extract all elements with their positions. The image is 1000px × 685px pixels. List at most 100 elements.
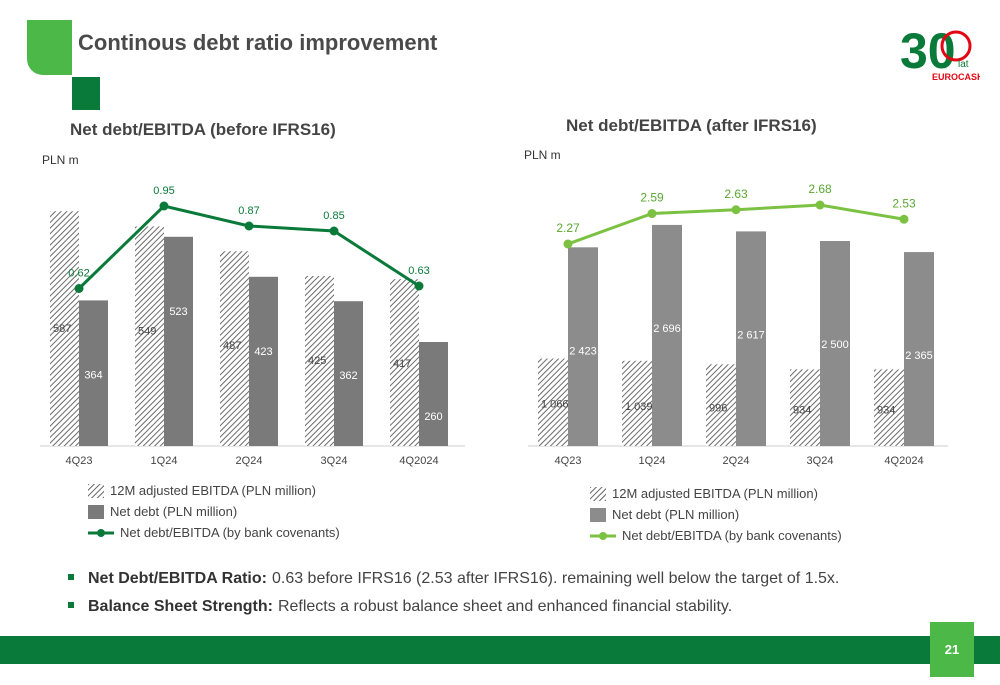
net-debt-bar-label: 2 423: [569, 345, 597, 357]
ebitda-bar: [50, 211, 79, 446]
ebitda-bar: [790, 369, 820, 446]
logo-ring: [940, 30, 972, 62]
ratio-label: 0.63: [408, 265, 429, 277]
x-tick-label: 4Q23: [66, 455, 93, 467]
logo-number: 30: [900, 23, 956, 79]
net-debt-bar: [736, 231, 766, 446]
ratio-point: [159, 201, 169, 211]
net-debt-bar-label: 2 500: [821, 339, 849, 351]
net-debt-bar-label: 2 617: [737, 329, 765, 341]
hatched-swatch-icon: [590, 486, 606, 501]
bar-swatch-icon: [88, 504, 104, 519]
line-swatch-icon: [590, 531, 616, 540]
legend-item-net-debt: Net debt (PLN million): [590, 504, 842, 525]
net-debt-bar-label: 364: [84, 369, 102, 381]
ebitda-bar: [538, 358, 568, 446]
x-tick-label: 3Q24: [321, 455, 348, 467]
ratio-point: [815, 200, 825, 210]
net-debt-bar-label: 523: [169, 306, 187, 318]
legend-label: 12M adjusted EBITDA (PLN million): [612, 486, 818, 501]
legend-label: Net debt (PLN million): [612, 507, 740, 522]
ebitda-bar-label: 549: [138, 325, 156, 337]
net-debt-bar: [334, 301, 363, 446]
legend-item-ebitda: 12M adjusted EBITDA (PLN million): [88, 480, 340, 501]
ebitda-bar: [135, 226, 164, 446]
ratio-point: [647, 209, 657, 219]
legend-label: 12M adjusted EBITDA (PLN million): [110, 483, 316, 498]
net-debt-bar-label: 260: [424, 411, 442, 423]
ebitda-bar-label: 417: [393, 358, 411, 370]
ratio-label: 2.53: [892, 196, 916, 210]
ebitda-bar: [706, 364, 736, 446]
ebitda-bar-label: 934: [793, 404, 811, 416]
ebitda-bar-label: 487: [223, 340, 241, 352]
ebitda-bar: [305, 276, 334, 446]
ratio-label: 2.68: [808, 182, 832, 196]
chart-right-unit: PLN m: [524, 148, 561, 162]
net-debt-bar-label: 2 696: [653, 323, 681, 335]
ratio-point: [329, 226, 339, 236]
bullet-label: Balance Sheet Strength:: [88, 598, 273, 615]
ratio-label: 2.27: [556, 221, 580, 235]
bullet-label: Net Debt/EBITDA Ratio:: [88, 570, 267, 587]
net-debt-bar: [249, 276, 278, 446]
chart-left-title: Net debt/EBITDA (before IFRS16): [70, 120, 336, 139]
ratio-point: [731, 205, 741, 215]
x-tick-label: 3Q24: [807, 455, 834, 467]
bullet-text: 0.63 before IFRS16 (2.53 after IFRS16). …: [271, 570, 840, 587]
ebitda-bar-label: 996: [709, 402, 727, 414]
footer-bar: [0, 636, 1000, 664]
ratio-point: [563, 239, 573, 249]
net-debt-bar-label: 423: [254, 346, 272, 358]
net-debt-bar: [652, 224, 682, 446]
title-accent-block: [27, 20, 72, 75]
bullet-item: Balance Sheet Strength: Reflects a robus…: [68, 598, 839, 616]
ebitda-bar-label: 425: [308, 355, 326, 367]
chart-right-plot: 1 066 2 423 4Q23 1 039 2 696 1Q24 996 2 617 2Q24…: [528, 182, 948, 467]
ratio-point: [74, 284, 84, 293]
chart-right-title: Net debt/EBITDA (after IFRS16): [566, 116, 817, 135]
legend-item-ratio: Net debt/EBITDA (by bank covenants): [88, 522, 340, 543]
hatched-swatch-icon: [88, 483, 104, 498]
x-tick-label: 4Q2024: [399, 455, 438, 467]
legend-item-ebitda: 12M adjusted EBITDA (PLN million): [590, 483, 842, 504]
line-swatch-icon: [88, 528, 114, 537]
ratio-label: 0.95: [153, 185, 174, 197]
net-debt-bar: [164, 236, 193, 446]
net-debt-bar-label: 2 365: [905, 350, 933, 362]
eurocash-30-logo: 30 lat EUROCASH: [900, 23, 980, 82]
x-tick-label: 1Q24: [151, 455, 178, 467]
ebitda-bar-label: 1 039: [625, 401, 653, 413]
legend-label: Net debt/EBITDA (by bank covenants): [622, 528, 842, 543]
net-debt-bar: [568, 247, 598, 446]
x-tick-label: 4Q2024: [884, 455, 923, 467]
logo-brand: EUROCASH: [932, 72, 980, 82]
net-debt-bar: [820, 241, 850, 446]
x-tick-label: 4Q23: [555, 455, 582, 467]
bullet-item: Net Debt/EBITDA Ratio: 0.63 before IFRS1…: [68, 570, 839, 588]
legend-label: Net debt/EBITDA (by bank covenants): [120, 525, 340, 540]
net-debt-bar: [904, 252, 934, 446]
ratio-label: 0.62: [68, 268, 89, 280]
chart-right-legend: 12M adjusted EBITDA (PLN million) Net de…: [590, 483, 842, 546]
chart-left-legend: 12M adjusted EBITDA (PLN million) Net de…: [88, 480, 340, 543]
ebitda-bar: [622, 360, 652, 446]
x-tick-label: 2Q24: [723, 455, 750, 467]
bullet-list: Net Debt/EBITDA Ratio: 0.63 before IFRS1…: [68, 570, 839, 626]
bar-swatch-icon: [590, 507, 606, 522]
ebitda-bar: [220, 251, 249, 446]
ratio-label: 0.87: [238, 205, 259, 217]
legend-item-ratio: Net debt/EBITDA (by bank covenants): [590, 525, 842, 546]
ratio-point: [899, 214, 909, 224]
chart-left-plot: 587 364 4Q23 549 523 1Q24 487 423 2Q24 425 362 3Q24…: [40, 185, 465, 467]
x-tick-label: 2Q24: [236, 455, 263, 467]
bullet-square-icon: [68, 602, 74, 608]
chart-left-unit: PLN m: [42, 153, 79, 167]
logo-suffix: lat: [958, 59, 969, 70]
x-tick-label: 1Q24: [639, 455, 666, 467]
ebitda-bar: [390, 279, 419, 446]
ebitda-bar-label: 1 066: [541, 399, 569, 411]
title-accent-block-small: [72, 77, 100, 110]
ebitda-bar-label: 934: [877, 404, 895, 416]
ebitda-bar: [874, 369, 904, 446]
